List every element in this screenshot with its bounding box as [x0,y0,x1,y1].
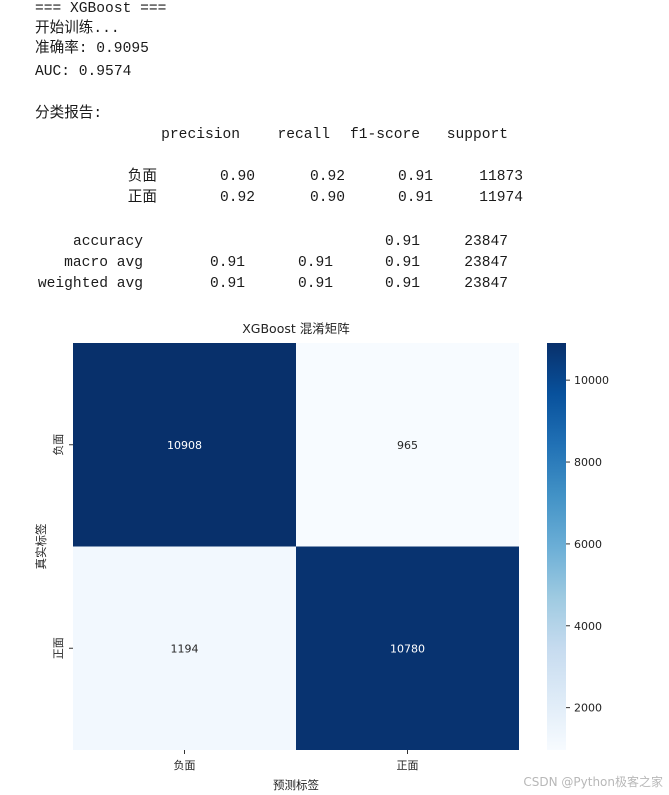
report-cell: 0.91 [384,234,420,250]
x-tick-label: 正面 [397,759,419,772]
colorbar [547,343,566,750]
report-cell: 0.91 [297,255,333,271]
colorbar-tick-label: 8000 [574,456,602,469]
report-cell: 0.91 [297,276,333,292]
watermark: CSDN @Python极客之家 [523,775,663,789]
heatmap-cell [296,546,519,750]
y-tick-label: 负面 [51,434,65,456]
chart-title: XGBoost 混淆矩阵 [242,321,350,336]
row-label: macro avg [64,255,143,271]
report-cell: 0.92 [309,169,345,185]
row-label: 负面 [127,169,157,185]
accuracy-line: 准确率: 0.9095 [35,41,149,57]
header-line: === XGBoost === [35,1,167,17]
colorbar-tick-label: 4000 [574,620,602,633]
report-cell: 23847 [464,255,508,271]
report-cell: 0.91 [397,169,433,185]
report-cell: 0.91 [384,255,420,271]
row-label: weighted avg [37,276,143,292]
auc-line: AUC: 0.9574 [35,64,132,80]
colorbar-tick-label: 10000 [574,374,609,387]
heatmap-cell [73,343,296,547]
report-cell: 11873 [479,169,523,185]
cell-value: 1194 [171,642,199,655]
column-header: recall [277,127,330,143]
column-header: support [446,127,508,143]
column-header: precision [161,127,240,143]
x-tick-label: 负面 [174,758,196,772]
column-header: f1-score [349,127,420,143]
report-cell: 11974 [479,190,523,206]
colorbar-tick-label: 2000 [574,702,602,715]
row-label: accuracy [72,234,143,250]
report-cell: 0.91 [384,276,420,292]
report-cell: 0.91 [397,190,433,206]
report-cell: 0.91 [209,276,245,292]
report-cell: 0.90 [309,190,345,206]
report-cell: 0.91 [209,255,245,271]
training-line: 开始训练... [35,21,120,37]
report-cell: 0.92 [219,190,255,206]
x-axis-label: 预测标签 [273,778,319,792]
cell-value: 10780 [390,642,425,655]
colorbar-tick-label: 6000 [574,538,602,551]
y-tick-label: 正面 [52,637,65,659]
report-cell: 0.90 [219,169,255,185]
cell-value: 965 [397,439,418,452]
report-cell: 23847 [464,276,508,292]
y-axis-label: 真实标签 [34,523,48,569]
report-cell: 23847 [464,234,508,250]
row-label: 正面 [127,190,157,206]
report-title: 分类报告: [35,106,103,122]
heatmap-cell [296,343,519,547]
cell-value: 10908 [167,439,202,452]
heatmap-cell [73,546,296,750]
